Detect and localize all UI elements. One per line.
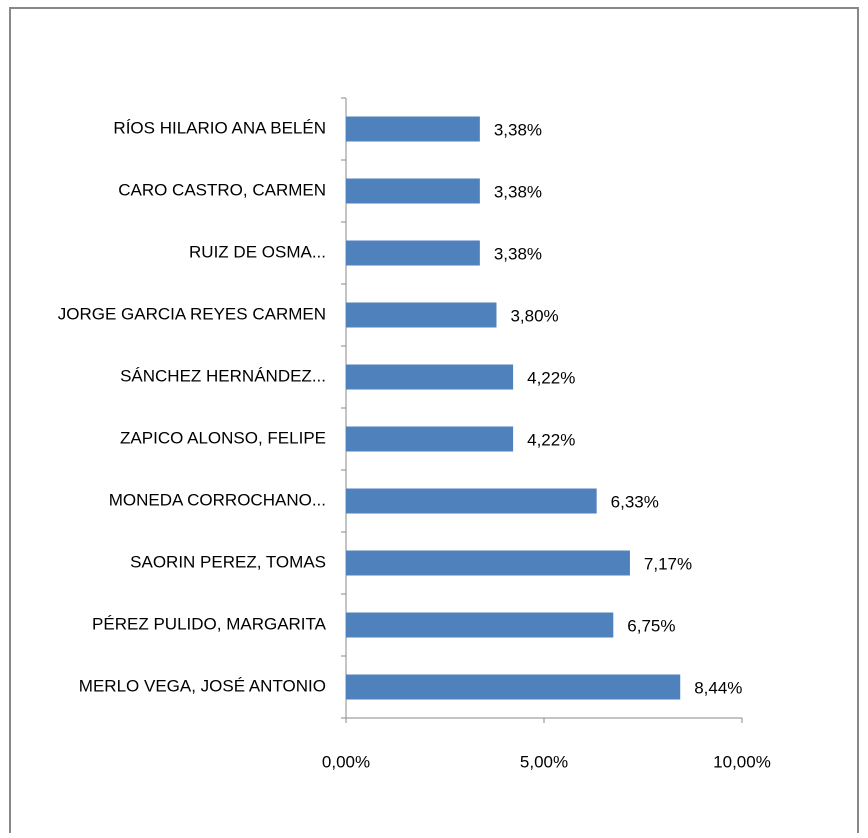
- bar: [346, 302, 497, 328]
- value-label: 6,75%: [627, 616, 675, 635]
- value-label: 6,33%: [611, 492, 659, 511]
- y-tick-label: JORGE GARCIA REYES CARMEN: [58, 304, 326, 323]
- bar: [346, 550, 630, 576]
- value-label: 3,38%: [494, 120, 542, 139]
- value-label: 7,17%: [644, 554, 692, 573]
- y-tick-label: RÍOS HILARIO ANA BELÉN: [113, 118, 326, 137]
- value-label: 4,22%: [527, 430, 575, 449]
- value-label: 3,38%: [494, 244, 542, 263]
- bar: [346, 240, 480, 266]
- bar: [346, 178, 480, 204]
- chart-border: [9, 7, 859, 838]
- y-tick-label: MONEDA CORROCHANO...: [109, 490, 326, 509]
- y-tick-label: SÁNCHEZ HERNÁNDEZ...: [120, 366, 326, 385]
- bar: [346, 116, 480, 142]
- y-tick-label: MERLO VEGA, JOSÉ ANTONIO: [79, 676, 326, 695]
- y-tick-label: SAORIN PEREZ, TOMAS: [130, 552, 326, 571]
- bar: [346, 488, 597, 514]
- bar: [346, 364, 514, 390]
- bar: [346, 426, 514, 452]
- value-label: 4,22%: [527, 368, 575, 387]
- y-tick-label: RUIZ DE OSMA...: [189, 242, 326, 261]
- value-label: 8,44%: [694, 678, 742, 697]
- y-tick-label: CARO CASTRO, CARMEN: [118, 180, 326, 199]
- x-tick-label: 5,00%: [520, 752, 568, 771]
- y-tick-label: PÉREZ PULIDO, MARGARITA: [92, 614, 327, 633]
- x-tick-label: 10,00%: [713, 752, 771, 771]
- value-label: 3,38%: [494, 182, 542, 201]
- x-tick-label: 0,00%: [322, 752, 370, 771]
- bar: [346, 612, 614, 638]
- bar: [346, 674, 681, 700]
- y-tick-label: ZAPICO ALONSO, FELIPE: [120, 428, 326, 447]
- value-label: 3,80%: [510, 306, 558, 325]
